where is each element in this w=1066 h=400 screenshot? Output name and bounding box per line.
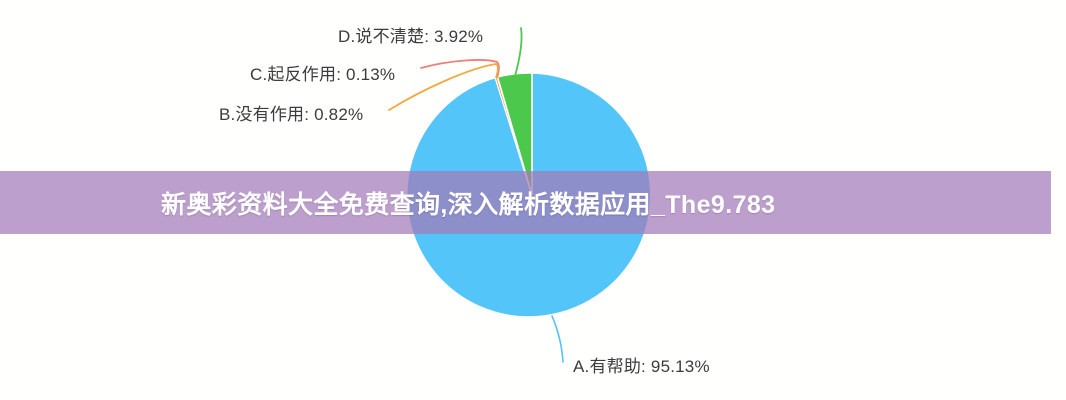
pie-label-b: B.没有作用: 0.82%: [219, 105, 364, 124]
overlay-banner: 新奥彩资料大全免费查询,深入解析数据应用_The9.783: [0, 171, 1051, 234]
pie-label-d: D.说不清楚: 3.92%: [338, 27, 484, 46]
leader-line-a: [551, 315, 564, 363]
pie-label-c: C.起反作用: 0.13%: [250, 65, 396, 84]
leader-line-c: [420, 59, 500, 78]
leader-line-d: [514, 27, 523, 77]
banner-title: 新奥彩资料大全免费查询,深入解析数据应用_The9.783: [161, 190, 776, 219]
pie-label-a: A.有帮助: 95.13%: [573, 357, 710, 376]
leader-line-b: [388, 63, 499, 111]
